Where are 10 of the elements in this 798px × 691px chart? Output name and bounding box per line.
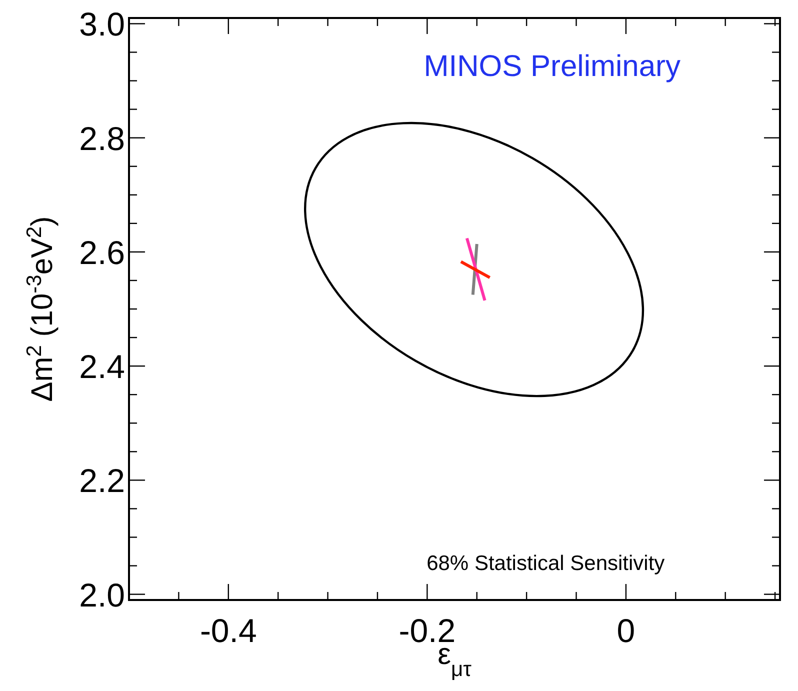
y-tick-label: 2.2 [79, 462, 125, 500]
x-tick-label: 0 [616, 612, 636, 649]
y-tick-label: 2.6 [79, 234, 125, 271]
y-tick-label: 3.0 [79, 6, 125, 43]
y-tick-label: 2.0 [79, 576, 125, 614]
y-tick-label: 2.8 [79, 120, 125, 157]
y-tick-label: 2.4 [79, 348, 125, 386]
annotation: 68% Statistical Sensitivity [426, 552, 666, 575]
text: MINOS Preliminary [424, 50, 680, 83]
x-tick-label: -0.4 [200, 612, 257, 649]
